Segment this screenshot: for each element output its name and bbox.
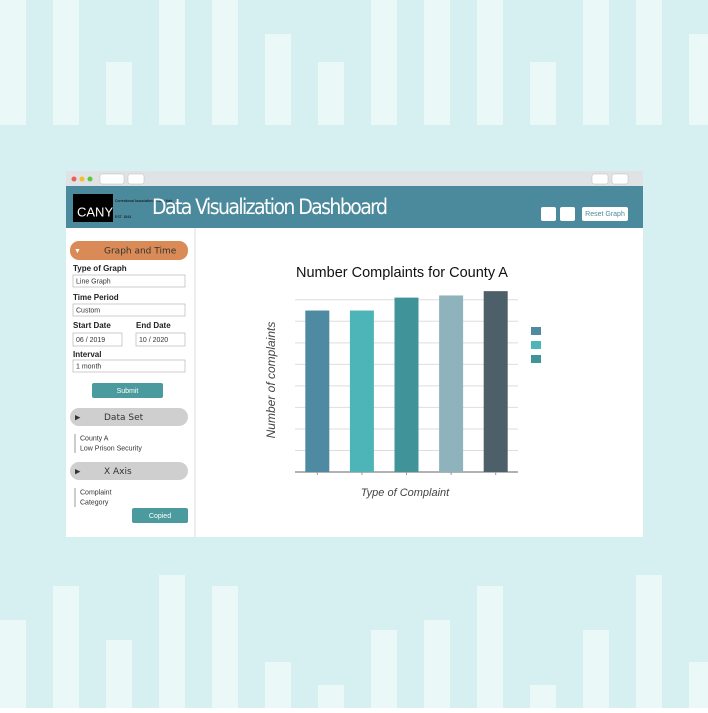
reset-button[interactable] (582, 207, 628, 221)
select[interactable] (72, 303, 186, 317)
chart-title: Number Complaints for County A (296, 265, 508, 281)
section-title: X Axis (104, 467, 132, 477)
share-button[interactable] (591, 173, 609, 185)
field-value: Line Graph (76, 278, 111, 285)
legend-swatch (531, 355, 541, 363)
copied-button[interactable] (132, 508, 188, 523)
field-label: Type of Graph (73, 264, 127, 273)
select[interactable] (72, 359, 186, 373)
bar (439, 295, 464, 472)
legend-swatch (531, 341, 541, 349)
undo-button[interactable] (541, 207, 556, 221)
arrows: ▶▶ (75, 414, 81, 475)
tabs-button[interactable] (611, 173, 629, 185)
list-item: Category (80, 499, 109, 506)
list-item: County A (80, 435, 109, 442)
submit-button[interactable] (92, 383, 163, 398)
header-title: Data Visualization Dashboard (152, 195, 388, 219)
svg-text:▶: ▶ (75, 468, 81, 475)
logo-subtitle: Correctional Association of New York (115, 199, 172, 203)
reset-label: Reset Graph (585, 211, 625, 218)
max-dot[interactable] (87, 176, 93, 182)
section-header[interactable] (70, 462, 188, 480)
x-axis-label: Type of Complaint (361, 487, 450, 499)
submit-label: Submit (117, 388, 139, 395)
field-label: Time Period (73, 293, 119, 302)
section-title: Data Set (104, 413, 144, 423)
sidebar-toggle[interactable] (127, 173, 145, 185)
legend-swatch (531, 327, 541, 335)
arrows: ▼ (74, 248, 81, 255)
field-value: 10 / 2020 (139, 337, 168, 344)
min-dot[interactable] (79, 176, 85, 182)
field-label: Interval (73, 350, 101, 359)
bar (305, 310, 330, 472)
section-header[interactable] (70, 408, 188, 426)
copied-label: Copied (149, 513, 171, 520)
close-dot[interactable] (71, 176, 77, 182)
date-input[interactable] (135, 332, 186, 347)
y-axis-label: Number of complaints (264, 322, 278, 439)
field-value: 1 month (76, 363, 101, 370)
redo-button[interactable] (560, 207, 575, 221)
section-header[interactable] (70, 241, 188, 260)
list-item: Low Prison Security (80, 445, 142, 452)
nav-buttons[interactable] (99, 173, 125, 185)
list-item: Complaint (80, 489, 112, 496)
field-value: 06 / 2019 (76, 337, 105, 344)
field-label: Start Date (73, 321, 111, 330)
logo-box (73, 194, 113, 222)
svg-text:▶: ▶ (75, 414, 81, 421)
bar (349, 310, 374, 472)
logo-name: CANY (77, 204, 113, 219)
field-value: Custom (76, 307, 100, 314)
section-title: Graph and Time (104, 247, 177, 257)
bar (483, 291, 508, 472)
field-label: End Date (136, 321, 171, 330)
title-bar (66, 171, 643, 186)
date-input[interactable] (72, 332, 123, 347)
bar (394, 297, 419, 472)
svg-text:▼: ▼ (74, 248, 81, 255)
select[interactable] (72, 274, 186, 288)
logo-est: EST. 1844 (115, 215, 131, 219)
